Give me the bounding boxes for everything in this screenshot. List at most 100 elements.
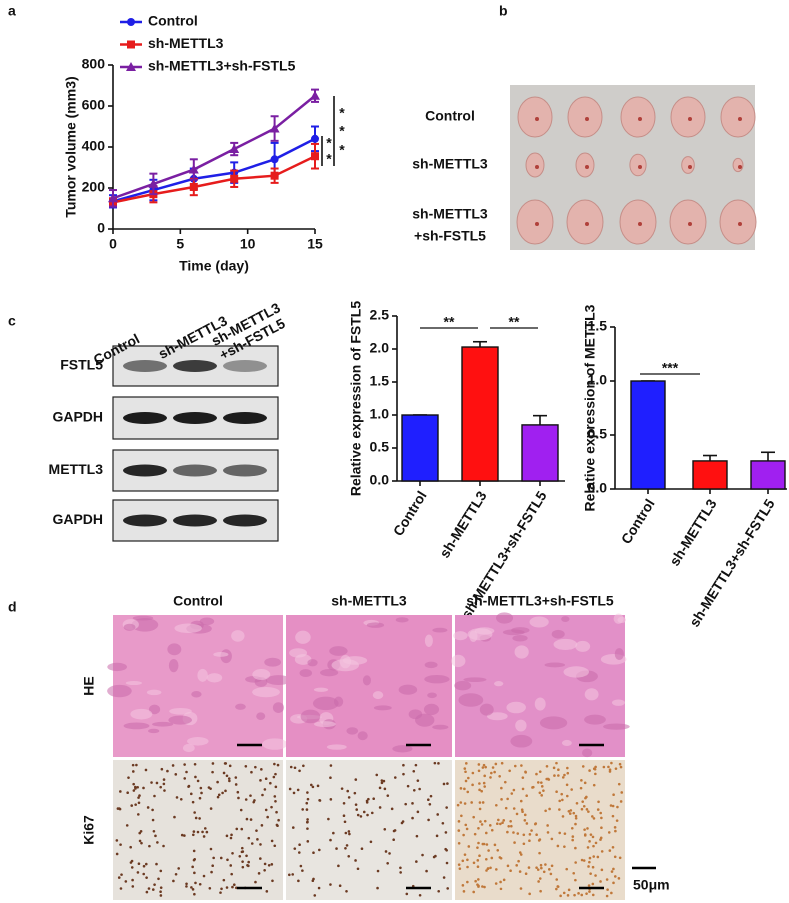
stained-nucleus: [344, 847, 347, 850]
stained-nucleus: [458, 867, 462, 870]
stained-nucleus: [138, 794, 141, 797]
stained-nucleus: [534, 822, 537, 826]
stained-nucleus: [500, 798, 503, 801]
stained-nucleus: [464, 779, 468, 783]
stained-nucleus: [346, 789, 350, 793]
stained-nucleus: [205, 830, 209, 834]
significance: *: [339, 105, 345, 121]
stained-nucleus: [311, 785, 315, 789]
stained-nucleus: [211, 762, 215, 765]
stained-nucleus: [467, 845, 471, 848]
y-tick-label: 1.5: [588, 318, 608, 334]
stained-nucleus: [569, 809, 573, 812]
stained-nucleus: [193, 811, 196, 814]
stained-nucleus: [479, 820, 482, 823]
tissue-texture: [563, 666, 589, 678]
stained-nucleus: [421, 853, 424, 857]
stained-nucleus: [235, 827, 239, 831]
stained-nucleus: [464, 770, 467, 774]
stained-nucleus: [477, 826, 480, 830]
stained-nucleus: [600, 868, 604, 872]
stained-nucleus: [227, 777, 231, 780]
stained-nucleus: [501, 821, 504, 824]
tissue-texture: [451, 654, 466, 668]
tissue-texture: [611, 699, 625, 706]
stained-nucleus: [611, 846, 615, 849]
stained-nucleus: [478, 854, 481, 857]
stained-nucleus: [183, 763, 186, 766]
stained-nucleus: [402, 763, 405, 767]
tissue-texture: [479, 703, 494, 716]
stained-nucleus: [329, 798, 333, 801]
stained-nucleus: [521, 787, 525, 791]
stained-nucleus: [136, 785, 139, 789]
photo-row-label: +sh-FSTL5: [414, 228, 486, 244]
stained-nucleus: [523, 819, 527, 822]
stained-nucleus: [577, 892, 580, 895]
stained-nucleus: [591, 882, 595, 886]
stained-nucleus: [617, 782, 621, 786]
stained-nucleus: [614, 829, 617, 833]
stained-nucleus: [557, 774, 560, 777]
stained-nucleus: [244, 798, 248, 801]
tissue-texture: [458, 693, 484, 707]
stained-nucleus: [360, 847, 364, 851]
stained-nucleus: [241, 865, 245, 869]
stained-nucleus: [427, 818, 430, 822]
stained-nucleus: [550, 837, 554, 841]
stained-nucleus: [540, 866, 543, 870]
tissue-texture: [199, 617, 215, 626]
stained-nucleus: [405, 892, 409, 896]
stained-nucleus: [466, 790, 470, 794]
stained-nucleus: [150, 781, 153, 784]
y-tick-label: 2.5: [370, 307, 390, 323]
stained-nucleus: [318, 798, 321, 802]
stained-nucleus: [273, 795, 277, 798]
stained-nucleus: [306, 791, 309, 794]
stained-nucleus: [263, 862, 267, 866]
stained-nucleus: [376, 869, 380, 873]
stained-nucleus: [211, 770, 214, 774]
stained-nucleus: [574, 817, 578, 820]
stained-nucleus: [571, 838, 574, 842]
stained-nucleus: [507, 824, 511, 828]
stained-nucleus: [477, 841, 480, 845]
tumor-vessel: [638, 222, 642, 226]
stained-nucleus: [120, 873, 123, 876]
stained-nucleus: [153, 794, 156, 798]
stained-nucleus: [256, 838, 259, 841]
tissue-texture: [206, 673, 223, 683]
tissue-texture: [289, 648, 308, 658]
tumor-vessel: [585, 165, 589, 169]
stained-nucleus: [588, 769, 591, 772]
stained-nucleus: [509, 820, 512, 823]
stained-nucleus: [463, 802, 467, 805]
tissue-texture: [506, 701, 526, 714]
stained-nucleus: [224, 789, 227, 793]
stained-nucleus: [261, 793, 264, 797]
stained-nucleus: [132, 782, 135, 786]
stained-nucleus: [177, 867, 180, 870]
tissue-texture: [131, 617, 159, 632]
stained-nucleus: [486, 867, 490, 871]
stained-nucleus: [457, 820, 461, 823]
stained-nucleus: [579, 786, 583, 790]
stained-nucleus: [140, 841, 143, 845]
histology-column-label: Control: [173, 593, 223, 609]
stained-nucleus: [159, 890, 162, 894]
stained-nucleus: [607, 765, 610, 769]
stained-nucleus: [263, 869, 266, 872]
stained-nucleus: [209, 787, 212, 790]
stained-nucleus: [318, 848, 321, 852]
stained-nucleus: [510, 792, 514, 795]
stained-nucleus: [470, 801, 473, 804]
tissue-texture: [614, 648, 624, 660]
stained-nucleus: [571, 835, 575, 838]
tissue-texture: [415, 713, 435, 727]
stained-nucleus: [493, 770, 496, 774]
stained-nucleus: [194, 881, 197, 885]
stained-nucleus: [372, 797, 375, 800]
blot-band: [173, 464, 217, 477]
stained-nucleus: [435, 834, 439, 838]
stained-nucleus: [356, 813, 360, 817]
